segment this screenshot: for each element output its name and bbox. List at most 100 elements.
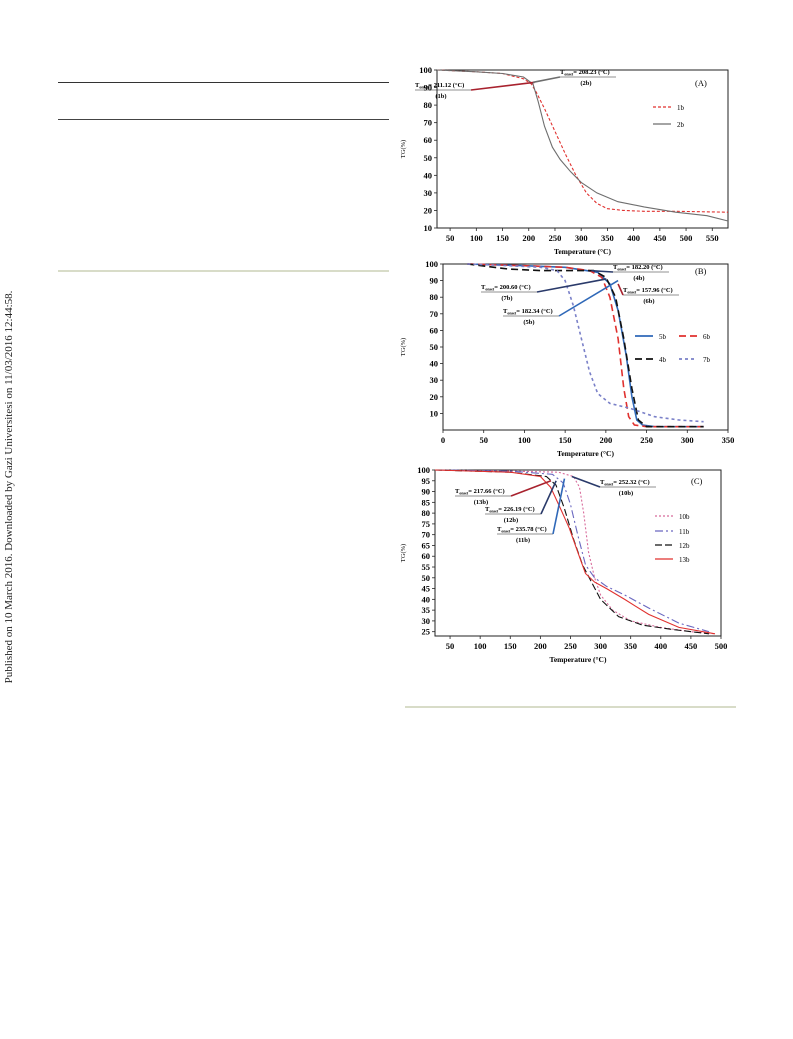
annotation-id: (10b) [619,490,633,497]
x-axis-label: Temperature (°C) [557,449,614,458]
series-line-1b [436,69,729,213]
annotation-value: Tonset= 252.32 (°C) [600,479,650,487]
annotation-2b: Tonset= 208.23 (°C) (2b) [532,69,616,87]
y-tick-label: 10 [430,408,439,418]
y-tick-label: 70 [424,118,433,128]
y-tick-label: 70 [430,309,439,319]
x-tick-label: 400 [654,641,667,651]
x-tick-label: 50 [479,435,488,445]
x-tick-label: 200 [599,435,612,445]
annotation-value: Tonset= 235.78 (°C) [497,526,547,534]
y-tick-label: 20 [424,205,433,215]
y-tick-label: 80 [424,100,433,110]
x-tick-label: 350 [624,641,637,651]
panel-label: (C) [691,476,703,486]
series-line-7b [467,263,704,423]
x-tick-label: 50 [446,233,455,243]
annotation-id: (12b) [504,517,518,524]
annotation-id: (1b) [435,93,446,100]
figure-bottom-rule [405,706,736,708]
annotation-id: (5b) [523,319,534,326]
y-axis-label: TG(%) [400,338,407,356]
x-tick-label: 0 [441,435,445,445]
x-tick-label: 400 [627,233,640,243]
table-top-rule [58,82,389,83]
table-bottom-rule [58,270,389,272]
x-tick-label: 100 [518,435,531,445]
plot-frame [434,469,722,637]
tg-chart-a: 50 100 150 200 250 300 350 400 450 500 550 10 20 30 40… [400,65,729,256]
y-tick-label: 65 [422,540,431,550]
legend-label-1b: 1b [677,104,685,112]
x-tick-label: 200 [534,641,547,651]
y-tick-label: 100 [417,465,430,475]
y-tick-label: 95 [422,476,431,486]
x-tick-label: 500 [680,233,693,243]
y-tick-label: 45 [422,584,431,594]
y-tick-label: 30 [430,375,439,385]
annotation-value: Tonset= 182.20 (°C) [613,264,663,272]
x-tick-label: 250 [564,641,577,651]
series-line-11b [434,469,710,633]
legend-label-10b: 10b [679,513,690,521]
side-download-note: Published on 10 March 2016. Downloaded b… [3,290,15,684]
y-tick-label: 100 [419,65,432,75]
y-tick-label: 50 [424,153,433,163]
y-axis-label: TG(%) [400,140,407,158]
x-tick-label: 450 [653,233,666,243]
y-tick-label: 50 [422,573,431,583]
annotation-leader [510,480,552,497]
annotation-id: (7b) [501,295,512,302]
x-axis-label: Temperature (°C) [554,247,611,256]
x-tick-label: 150 [496,233,509,243]
y-tick-label: 60 [424,135,433,145]
y-tick-label: 35 [422,605,431,615]
y-tick-label: 70 [422,530,431,540]
annotation-id: (4b) [633,275,644,282]
annotation-leader [552,478,566,535]
y-tick-label: 30 [422,616,431,626]
legend-label-11b: 11b [679,528,690,536]
y-tick-label: 50 [430,342,439,352]
annotation-6b: Tonset= 157.96 (°C) (6b) [617,283,679,305]
annotation-leader [591,269,614,273]
series-line-2b [436,69,729,222]
annotation-5b: Tonset= 182.34 (°C) (5b) [503,279,619,326]
x-tick-label: 150 [559,435,572,445]
panel-label: (A) [695,78,707,88]
y-tick-label: 85 [422,497,431,507]
legend-label-5b: 5b [659,333,667,341]
legend-label-12b: 12b [679,542,690,550]
x-tick-label: 250 [640,435,653,445]
y-tick-label: 90 [422,487,431,497]
annotation-value: Tonset= 200.60 (°C) [481,284,531,292]
y-tick-label: 55 [422,562,431,572]
annotation-id: (2b) [580,80,591,87]
y-tick-label: 40 [430,359,439,369]
annotation-value: Tonset= 157.96 (°C) [623,287,673,295]
y-tick-label: 90 [424,83,433,93]
series-line-12b [434,469,710,635]
x-tick-label: 50 [446,641,455,651]
series-line-13b [434,469,716,635]
annotation-11b: Tonset= 235.78 (°C) (11b) [497,478,566,544]
annotation-value: Tonset= 182.34 (°C) [503,308,553,316]
legend-label-4b: 4b [659,356,667,364]
annotation-value: Tonset= 217.66 (°C) [455,488,505,496]
y-tick-label: 10 [424,223,433,233]
x-tick-label: 450 [685,641,698,651]
annotation-id: (11b) [516,537,530,544]
legend-label-7b: 7b [703,356,711,364]
y-tick-label: 30 [424,188,433,198]
annotation-13b: Tonset= 217.66 (°C) (13b) [455,480,552,506]
annotation-leader [571,475,601,488]
y-tick-label: 25 [422,627,431,637]
annotation-1b: Tonset= 211.12 (°C) (1b) [415,81,535,100]
annotation-leader [532,76,561,84]
y-tick-label: 100 [425,259,438,269]
y-axis-label: TG(%) [400,544,407,562]
x-tick-label: 550 [706,233,719,243]
x-tick-label: 250 [549,233,562,243]
x-tick-label: 350 [722,435,735,445]
x-tick-label: 200 [522,233,535,243]
